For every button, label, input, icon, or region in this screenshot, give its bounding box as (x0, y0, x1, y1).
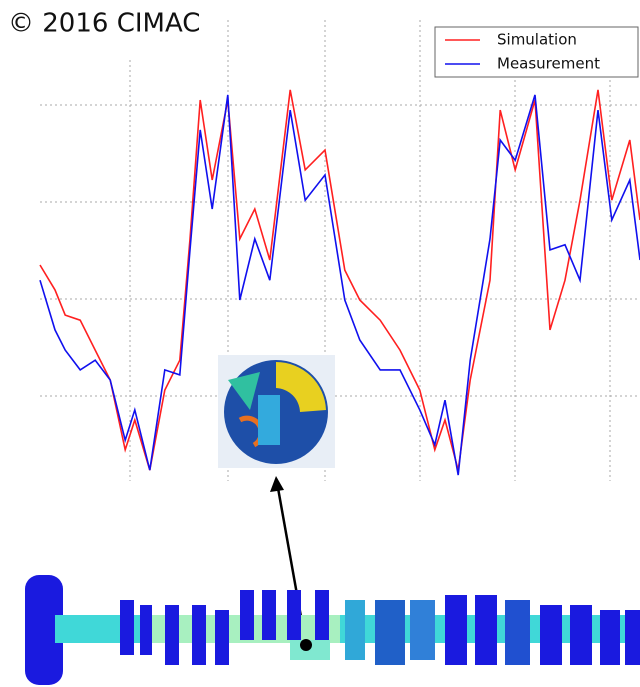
copyright: © 2016 CIMAC (8, 9, 200, 39)
chart: © 2016 CIMAC Simulation Measurement (0, 0, 640, 687)
web (445, 595, 467, 665)
web (570, 605, 592, 665)
web (165, 605, 179, 665)
web (600, 610, 620, 665)
web (287, 590, 301, 640)
web (475, 595, 497, 665)
plot (40, 90, 640, 475)
web (375, 600, 405, 665)
web (315, 590, 329, 640)
web (215, 610, 229, 665)
legend-label: Measurement (497, 55, 600, 73)
legend-label: Simulation (497, 31, 577, 49)
arrow-tail (300, 639, 312, 651)
web (505, 600, 530, 665)
inset-web (258, 395, 280, 445)
arrow-head (270, 476, 284, 492)
web (410, 600, 435, 660)
web (240, 590, 254, 640)
crankshaft (25, 575, 640, 685)
web (120, 600, 134, 655)
web (540, 605, 562, 665)
web (262, 590, 276, 640)
web (140, 605, 152, 655)
inset-image (218, 355, 335, 468)
legend: Simulation Measurement (435, 27, 638, 77)
page: © 2016 CIMAC Simulation Measurement (0, 0, 640, 687)
web (345, 600, 365, 660)
web (192, 605, 206, 665)
web (625, 610, 640, 665)
